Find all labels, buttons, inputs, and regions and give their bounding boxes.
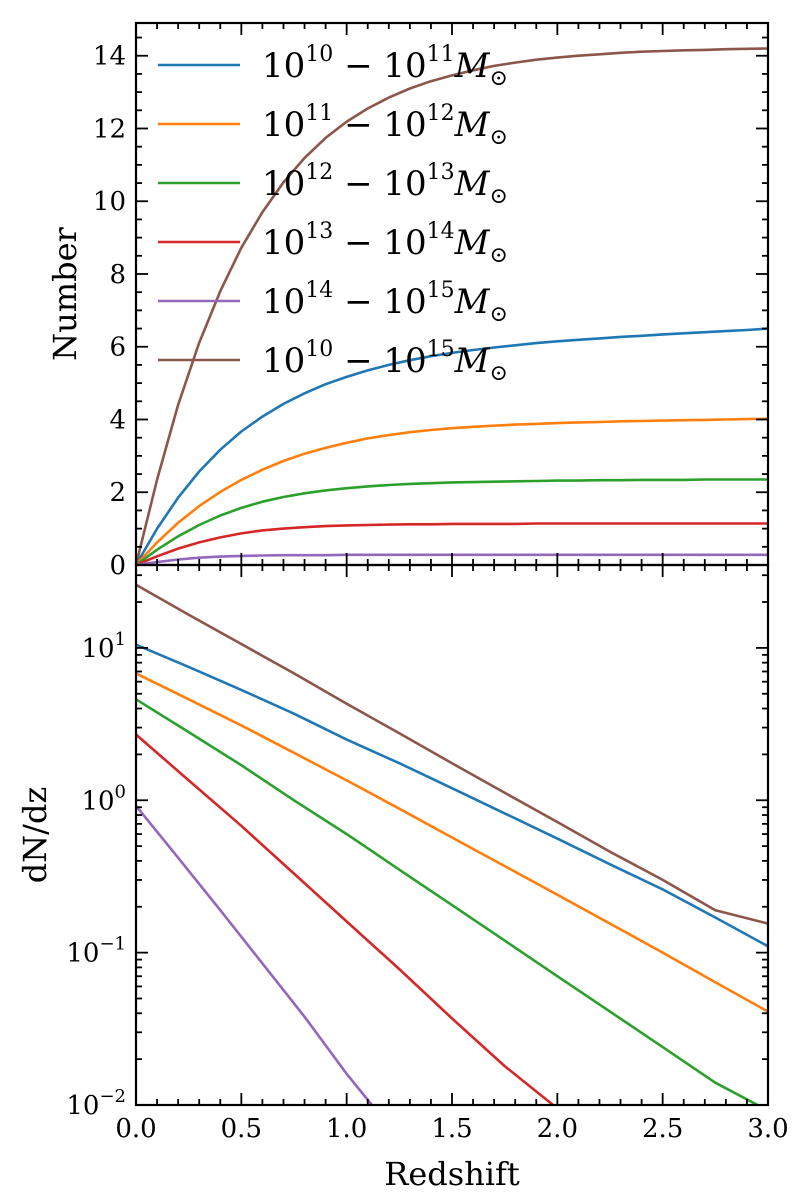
top-y-tick-label: 12 [93,114,126,144]
x-tick-label: 1.0 [326,1114,367,1144]
top-y-tick-label: 2 [109,478,126,508]
top-y-tick-label: 10 [93,187,126,217]
top-y-tick-label: 0 [109,551,126,581]
x-tick-label: 2.5 [642,1114,683,1144]
legend-label: 1012 − 1013M⊙ [262,160,508,209]
top-y-tick-label: 14 [93,42,126,72]
legend-label: 1010 − 1015M⊙ [262,337,508,386]
x-tick-label: 2.0 [537,1114,578,1144]
legend-label: 1013 − 1014M⊙ [262,219,508,268]
top-y-axis-label: Number [46,226,84,360]
figure: 0 2 4 6 8 10 12 14 Number 1010 − 1011M⊙ 1011 − 1… [0,0,800,1200]
x-tick-label: 0.5 [221,1114,262,1144]
x-axis-label: Redshift [384,1155,520,1193]
bottom-y-axis-label: dN/dz [16,787,54,884]
legend-label: 1014 − 1015M⊙ [262,278,508,327]
top-y-tick-label: 8 [109,260,126,290]
legend-label: 1011 − 1012M⊙ [262,101,508,150]
top-y-tick-label: 4 [109,405,126,435]
x-tick-label: 0.0 [115,1114,156,1144]
x-tick-label: 1.5 [431,1114,472,1144]
legend-label: 1010 − 1011M⊙ [262,42,508,91]
x-tick-label: 3.0 [747,1114,788,1144]
top-y-tick-label: 6 [109,333,126,363]
